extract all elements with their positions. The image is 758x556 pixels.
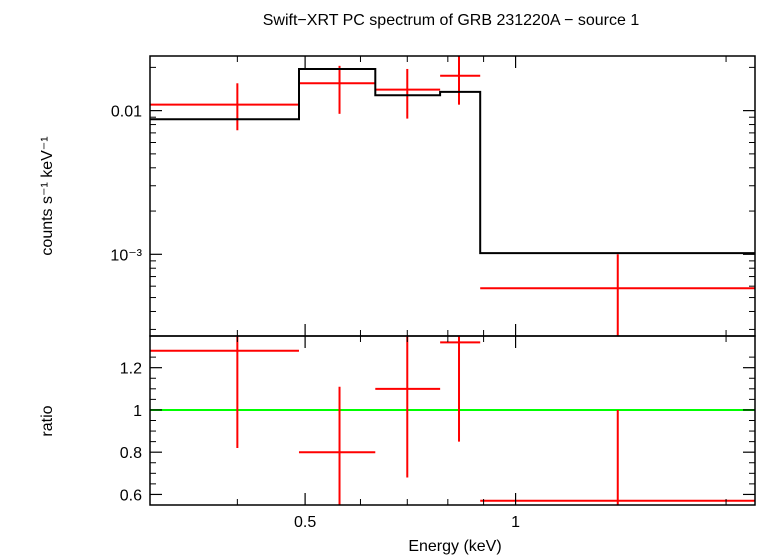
y-tick-label: 10⁻³ (110, 247, 142, 264)
spectrum-panel-frame (149, 55, 756, 337)
ratio-panel: 0.6 0.8 1 1.2 0.5 1 (120, 335, 756, 531)
spectrum-panel: 0.01 10⁻³ (110, 55, 756, 337)
top-y-axis-label: counts s⁻¹ keV⁻¹ (39, 136, 56, 255)
y-tick-label: 1 (133, 403, 142, 420)
x-axis-label: Energy (keV) (408, 538, 501, 555)
ratio-panel-frame (149, 335, 756, 506)
x-tick-label: 0.5 (294, 514, 316, 531)
bottom-y-axis-label: ratio (39, 405, 56, 436)
y-tick-label: 0.01 (111, 104, 142, 121)
y-tick-label: 0.8 (120, 445, 142, 462)
x-tick-label: 1 (511, 514, 520, 531)
y-tick-label: 1.2 (120, 361, 142, 378)
y-tick-label: 0.6 (120, 487, 142, 504)
model-step-line (150, 68, 755, 255)
chart-title: Swift−XRT PC spectrum of GRB 231220A − s… (263, 12, 640, 29)
